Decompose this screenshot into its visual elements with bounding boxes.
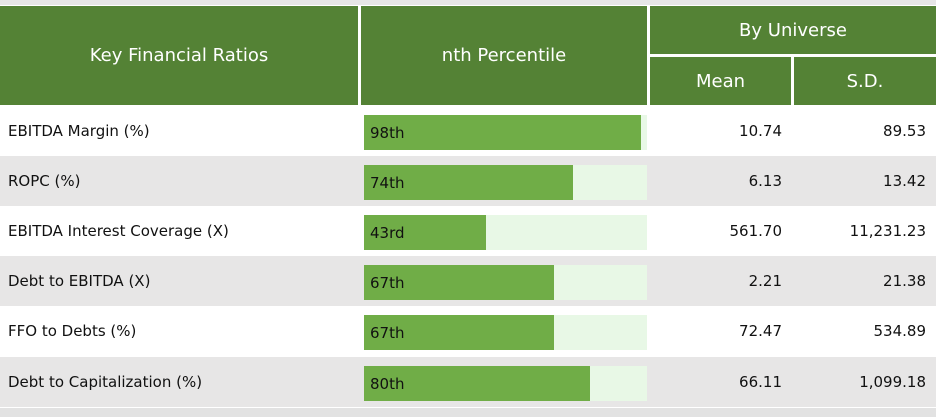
table-row: FFO to Debts (%) 67th 72.47 534.89: [0, 306, 936, 356]
percentile-bar-track: 74th: [364, 165, 647, 200]
header-key-financial-ratios: Key Financial Ratios: [0, 6, 358, 105]
header-mean: Mean: [650, 57, 791, 105]
header-sd-label: S.D.: [846, 70, 884, 92]
sd-value: 21.38: [883, 272, 926, 290]
percentile-label: 80th: [370, 374, 405, 393]
header-sd: S.D.: [794, 57, 936, 105]
percentile-bar-fill: [364, 115, 642, 150]
percentile-label: 67th: [370, 323, 405, 342]
sd-value: 89.53: [883, 122, 926, 140]
ratio-name: Debt to EBITDA (X): [8, 272, 151, 290]
header-col1-label: Key Financial Ratios: [89, 45, 269, 66]
ratio-name: ROPC (%): [8, 172, 81, 190]
bottom-border: [0, 408, 936, 417]
top-border: [0, 0, 936, 5]
percentile-bar-fill: [364, 366, 591, 401]
mean-value: 2.21: [748, 272, 782, 290]
header-nth-percentile: nth Percentile: [361, 6, 647, 105]
mean-value: 6.13: [748, 172, 782, 190]
header-group-label: By Universe: [739, 19, 847, 41]
sd-value: 1,099.18: [859, 373, 926, 391]
table-row: EBITDA Interest Coverage (X) 43rd 561.70…: [0, 206, 936, 256]
ratio-name: EBITDA Margin (%): [8, 122, 150, 140]
percentile-bar-fill: [364, 165, 574, 200]
percentile-bar-track: 67th: [364, 315, 647, 350]
ratio-name: FFO to Debts (%): [8, 322, 137, 340]
table-row: EBITDA Margin (%) 98th 10.74 89.53: [0, 106, 936, 156]
sd-value: 13.42: [883, 172, 926, 190]
percentile-label: 67th: [370, 273, 405, 292]
percentile-bar-fill: [364, 215, 486, 250]
ratio-name: EBITDA Interest Coverage (X): [8, 222, 229, 240]
percentile-bar-fill: [364, 315, 554, 350]
mean-value: 561.70: [729, 222, 783, 240]
mean-value: 10.74: [739, 122, 782, 140]
header-by-universe: By Universe: [650, 6, 936, 54]
header-mean-label: Mean: [695, 70, 746, 92]
mean-value: 72.47: [739, 322, 782, 340]
sd-value: 534.89: [873, 322, 927, 340]
mean-value: 66.11: [739, 373, 782, 391]
percentile-bar-track: 98th: [364, 115, 647, 150]
percentile-bar-track: 80th: [364, 366, 647, 401]
table-row: Debt to EBITDA (X) 67th 2.21 21.38: [0, 256, 936, 306]
percentile-bar-fill: [364, 265, 554, 300]
table-row: ROPC (%) 74th 6.13 13.42: [0, 156, 936, 206]
percentile-label: 74th: [370, 173, 405, 192]
sd-value: 11,231.23: [849, 222, 926, 240]
table-row: Debt to Capitalization (%) 80th 66.11 1,…: [0, 357, 936, 407]
percentile-bar-track: 43rd: [364, 215, 647, 250]
percentile-label: 43rd: [370, 223, 405, 242]
percentile-bar-track: 67th: [364, 265, 647, 300]
percentile-label: 98th: [370, 123, 405, 142]
ratio-name: Debt to Capitalization (%): [8, 373, 203, 391]
header-col2-label: nth Percentile: [441, 45, 567, 66]
